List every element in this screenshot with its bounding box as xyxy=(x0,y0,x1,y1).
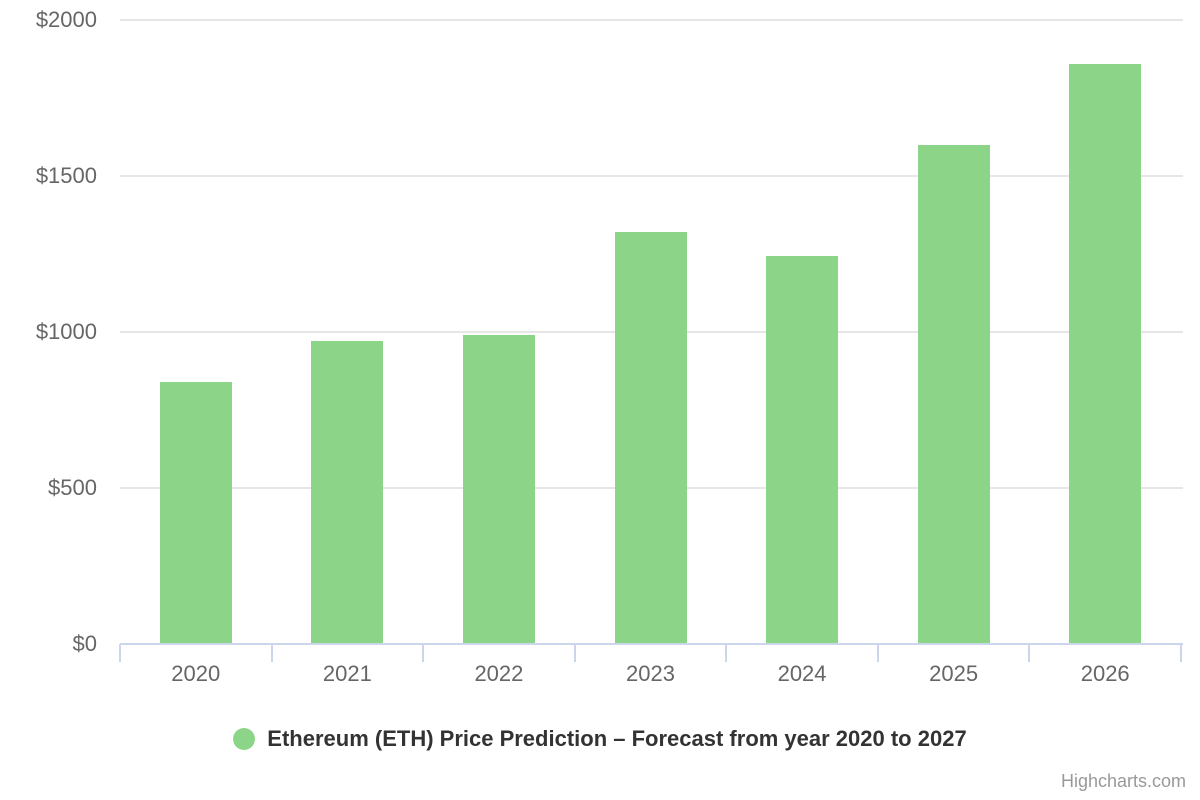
bar-2021[interactable] xyxy=(311,341,384,644)
legend-item[interactable]: Ethereum (ETH) Price Prediction – Foreca… xyxy=(0,725,1200,753)
x-axis-tick xyxy=(119,644,121,662)
x-axis-tick xyxy=(876,644,879,662)
gridline-1500 xyxy=(120,175,1183,177)
x-axis-tick xyxy=(422,644,425,662)
x-axis-tick xyxy=(1180,644,1182,662)
bar-2025[interactable] xyxy=(917,144,990,644)
y-axis-label-500: $500 xyxy=(48,475,97,500)
y-axis-label-1000: $1000 xyxy=(35,319,97,344)
series-marker-icon xyxy=(233,728,256,750)
x-axis-tick xyxy=(270,644,273,662)
x-axis-label-2023: 2023 xyxy=(626,661,675,686)
x-axis-label-2020: 2020 xyxy=(171,661,221,686)
x-axis-label-2021: 2021 xyxy=(322,661,372,686)
x-axis-tick xyxy=(725,644,728,662)
bar-2023[interactable] xyxy=(614,232,687,644)
bar-2024[interactable] xyxy=(766,255,839,644)
bar-2020[interactable] xyxy=(159,381,232,644)
bar-2022[interactable] xyxy=(462,335,535,644)
highcharts-credits-link[interactable]: Highcharts.com xyxy=(1060,771,1186,791)
x-axis-label-2022: 2022 xyxy=(474,661,524,686)
x-axis-label-2024: 2024 xyxy=(777,661,827,686)
y-axis-label-2000: $2000 xyxy=(35,7,97,32)
bar-2026[interactable] xyxy=(1069,63,1142,644)
x-axis-tick xyxy=(1028,644,1031,662)
y-axis-label-1500: $1500 xyxy=(35,163,97,188)
x-axis-label-2025: 2025 xyxy=(929,661,979,686)
x-axis-tick xyxy=(573,644,576,662)
gridline-2000 xyxy=(120,19,1183,21)
x-axis-line xyxy=(120,643,1183,645)
legend-label: Ethereum (ETH) Price Prediction – Foreca… xyxy=(267,726,967,751)
y-axis-label-0: $0 xyxy=(72,631,97,656)
x-axis-label-2026: 2026 xyxy=(1080,661,1130,686)
